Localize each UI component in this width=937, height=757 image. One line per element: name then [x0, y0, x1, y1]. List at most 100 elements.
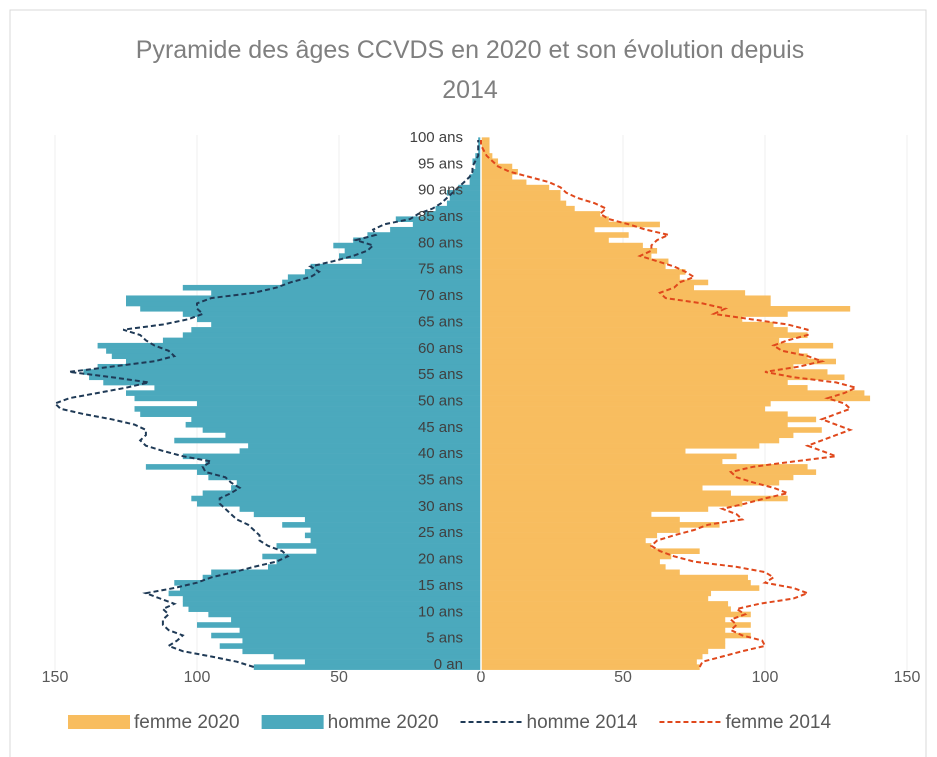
bar: [239, 506, 481, 512]
bar: [481, 506, 709, 512]
bar: [481, 411, 788, 417]
y-tick-label: 25 ans: [418, 524, 463, 541]
bar: [481, 211, 601, 217]
legend-label: homme 2020: [328, 712, 439, 733]
bar: [481, 616, 726, 623]
bar: [481, 363, 794, 370]
bar: [182, 453, 482, 460]
bar: [353, 237, 481, 244]
bar: [472, 158, 481, 165]
bar: [282, 279, 481, 286]
bar: [481, 558, 660, 565]
y-tick-label: 90 ans: [418, 182, 463, 199]
bar: [446, 190, 481, 196]
bar: [310, 527, 481, 533]
bar: [282, 522, 481, 528]
bar: [242, 638, 481, 644]
bar: [211, 290, 481, 296]
bar: [481, 200, 567, 207]
bar: [481, 643, 726, 649]
bar: [248, 443, 481, 449]
y-tick-label: 60 ans: [418, 340, 463, 357]
bar: [179, 585, 481, 591]
bar: [134, 395, 481, 402]
bar: [188, 606, 482, 612]
bar: [481, 168, 518, 175]
bar: [481, 500, 743, 507]
bar: [435, 205, 481, 212]
bar: [481, 258, 669, 265]
bar: [89, 374, 481, 381]
bar: [202, 574, 481, 581]
bar: [304, 532, 481, 539]
bar: [191, 495, 481, 502]
bar: [211, 321, 481, 328]
bar: [472, 168, 481, 175]
bar: [481, 638, 726, 644]
bar: [481, 569, 680, 576]
bar: [253, 664, 481, 670]
x-tick-label: 150: [894, 669, 921, 686]
bar: [236, 479, 481, 486]
bar: [481, 627, 726, 634]
bar: [481, 306, 851, 312]
bar: [126, 390, 481, 396]
bar: [225, 432, 481, 439]
bar: [481, 590, 712, 597]
legend-label: homme 2014: [527, 712, 638, 733]
bar: [481, 395, 871, 402]
bar: [134, 406, 481, 412]
y-tick-label: 45 ans: [418, 419, 463, 436]
chart-title: Pyramide des âges CCVDS en 2020 et son é…: [135, 36, 805, 104]
bar: [191, 416, 481, 423]
bar: [481, 653, 703, 660]
bar: [481, 416, 817, 423]
bar: [276, 558, 481, 565]
bar: [208, 611, 482, 618]
bar: [211, 632, 481, 639]
bar: [481, 448, 686, 454]
bar: [481, 295, 771, 302]
bar: [361, 258, 481, 265]
y-tick-label: 15 ans: [418, 577, 463, 594]
bar: [481, 321, 774, 328]
bar: [481, 147, 490, 154]
bar: [304, 516, 481, 523]
bar: [481, 226, 595, 233]
bar: [481, 248, 658, 254]
bar: [424, 211, 481, 217]
bar: [145, 464, 481, 470]
legend-swatch: [68, 715, 130, 729]
bar: [197, 316, 481, 323]
bar: [481, 205, 575, 212]
bar: [481, 516, 680, 523]
bar: [231, 485, 481, 491]
y-tick-label: 80 ans: [418, 234, 463, 251]
bar: [481, 179, 527, 186]
bar: [481, 479, 780, 486]
bar: [481, 421, 788, 428]
bar: [481, 337, 780, 344]
x-tick-label: 100: [752, 669, 779, 686]
bar: [478, 142, 481, 149]
bar: [202, 490, 481, 497]
bar: [481, 443, 760, 449]
x-tick-label: 50: [614, 669, 632, 686]
bar: [478, 137, 481, 143]
bar: [446, 200, 481, 207]
bar: [481, 490, 731, 497]
bar: [197, 500, 481, 507]
bar: [481, 453, 737, 460]
bar: [478, 147, 481, 154]
bar: [262, 553, 481, 560]
bar: [481, 548, 700, 554]
bar: [231, 616, 481, 623]
bar: [106, 348, 482, 354]
bar: [182, 332, 482, 338]
bar: [481, 342, 834, 349]
bar: [97, 363, 481, 370]
bar: [481, 400, 771, 407]
bar: [481, 137, 490, 143]
